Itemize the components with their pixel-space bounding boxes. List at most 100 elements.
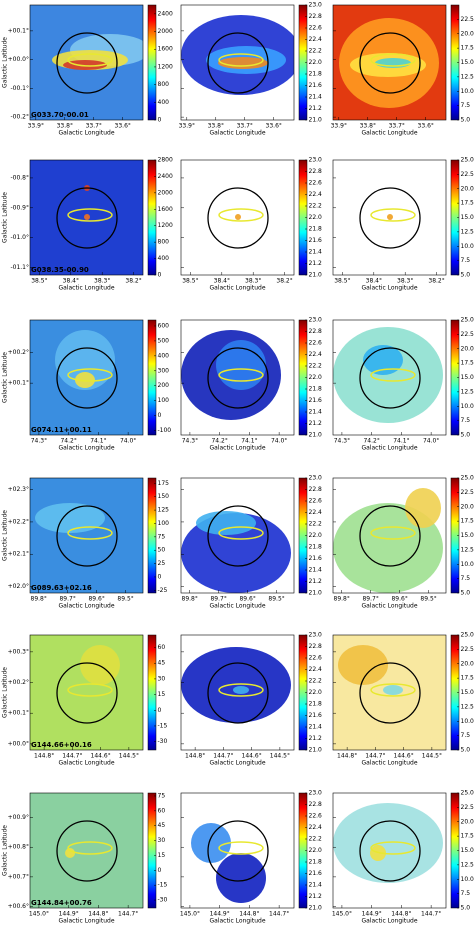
y-axis-label: Galactic Latitude [2, 510, 9, 561]
colorbar-tick-label: 22.5 [461, 489, 474, 496]
frame [180, 319, 295, 436]
colorbar-tick-label: 21.6 [309, 82, 323, 89]
colorbar-tick-label: 600 [158, 322, 170, 329]
colorbar-tick-label: 15.0 [461, 374, 474, 381]
x-axis-label: Galactic Longitude [58, 130, 114, 137]
y-tick-label: +00.6° [8, 903, 29, 910]
contour [67, 683, 113, 697]
frame [180, 792, 295, 909]
colorbar-tick-label: 22.8 [309, 168, 323, 175]
frame [180, 634, 295, 751]
x-tick-label: 144.6° [91, 753, 111, 760]
y-tick-label: +00.0° [8, 740, 29, 747]
colorbar-tick-label: 30 [158, 675, 166, 682]
y-tick-label: +02.2° [8, 518, 29, 525]
colorbar-tick-label: -100 [158, 427, 172, 434]
colorbar [147, 477, 157, 594]
colorbar-tick-label: 15.0 [461, 689, 474, 696]
colorbar-tick-label: 21.4 [309, 409, 323, 416]
colorbar-tick-label: 45 [158, 822, 166, 829]
y-tick-label: +00.8° [8, 844, 29, 851]
colorbar-tick-label: 22.4 [309, 191, 323, 198]
panel: 38.5° 38.4° 38.3° 38.2° Galactic Longitude 5.… [332, 157, 474, 292]
colorbar-tick-label: 21.4 [309, 94, 323, 101]
source-label: G089.63+02.16 [31, 584, 92, 592]
image [181, 160, 294, 275]
colorbar-tick-label: 12.5 [461, 861, 474, 868]
y-tick-label: +00.9° [8, 814, 29, 821]
x-tick-label: 144.7° [213, 753, 233, 760]
colorbar-tick-label: 22.2 [309, 836, 323, 843]
image [30, 793, 143, 908]
contour [67, 53, 113, 67]
colorbar-tick-label: 23.0 [309, 632, 323, 639]
x-tick-label: 144.5° [270, 753, 290, 760]
colorbar-tick-label: 10.0 [461, 561, 474, 568]
colorbar-tick-label: 21.2 [309, 893, 323, 900]
colorbar-tick-label: 21.0 [309, 432, 323, 439]
image-background [30, 478, 143, 593]
contour [218, 683, 264, 697]
y-tick-label: -00.8° [10, 174, 29, 181]
colorbar-tick-label: 25.0 [461, 632, 474, 639]
frame [29, 319, 144, 436]
colorbar-tick-label: 21.2 [309, 578, 323, 585]
colorbar-tick-label: 25 [158, 560, 166, 567]
contour [218, 841, 264, 855]
x-tick-label: 144.7° [118, 911, 138, 918]
x-tick-label: 38.4° [366, 278, 382, 285]
colorbar-tick-label: 20.0 [461, 503, 474, 510]
colorbar-tick-label: 22.8 [309, 801, 323, 808]
panel: 38.5° 38.4° 38.3° 38.2° Galactic Longitude 21… [180, 157, 323, 292]
emission [333, 327, 443, 423]
panel: 89.8° 89.7° 89.6° 89.5°Galactic Longitude +0… [2, 477, 169, 610]
colorbar-tick-label: 60 [158, 807, 166, 814]
colorbar-tick-label: 25.0 [461, 157, 474, 164]
colorbar-tick-label: 22.4 [309, 666, 323, 673]
colorbar-tick-label: 22.8 [309, 328, 323, 335]
emission [80, 645, 120, 685]
aperture [207, 347, 269, 409]
colorbar-tick-label: 0 [158, 272, 162, 279]
colorbar-tick-label: 15 [158, 852, 166, 859]
colorbar [147, 792, 157, 909]
colorbar [147, 4, 157, 121]
frame [29, 159, 144, 276]
y-tick-label: -00.1° [10, 85, 29, 92]
emission [233, 686, 249, 694]
colorbar-tick-label: 100 [158, 397, 170, 404]
x-tick-label: 144.8° [88, 911, 108, 918]
colorbar-tick-label: 15.0 [461, 214, 474, 221]
emission [338, 645, 388, 685]
aperture [207, 187, 269, 249]
frame [332, 159, 447, 276]
x-tick-label: 144.7° [365, 753, 385, 760]
colorbar-tick-label: 21.8 [309, 71, 323, 78]
frame [180, 159, 295, 276]
colorbar-tick-label: 21.6 [309, 237, 323, 244]
colorbar-tick-label: 22.2 [309, 521, 323, 528]
colorbar-tick-label: 7.5 [461, 575, 471, 582]
x-tick-label: 144.8° [337, 753, 357, 760]
colorbar-tick-label: 2400 [158, 10, 173, 17]
x-tick-label: 33.7° [389, 123, 405, 130]
panel: 89.8° 89.7° 89.6° 89.5°Galactic Longitude 21… [180, 475, 323, 610]
colorbar-tick-label: 22.6 [309, 655, 323, 662]
y-axis-label: Galactic Latitude [2, 192, 9, 243]
colorbar-tick-label: 2400 [158, 173, 173, 180]
x-tick-label: 144.6° [242, 753, 262, 760]
y-tick-label: +02.3° [8, 486, 29, 493]
source-label: G038.35-00.90 [31, 266, 89, 274]
colorbar-tick-label: 15.0 [461, 59, 474, 66]
x-axis-label: Galactic Longitude [58, 760, 114, 767]
colorbar-tick-label: 22.4 [309, 36, 323, 43]
x-tick-label: 33.6° [115, 123, 131, 130]
x-axis-label: Galactic Longitude [361, 130, 417, 137]
colorbar-tick-label: -15 [158, 882, 168, 889]
colorbar-tick-label: 1600 [158, 46, 173, 53]
contour [218, 368, 264, 382]
x-axis-label: Galactic Longitude [58, 285, 114, 292]
x-tick-label: 74.0° [120, 438, 136, 445]
contour [67, 526, 113, 540]
colorbar-tick-label: -25 [158, 587, 168, 594]
